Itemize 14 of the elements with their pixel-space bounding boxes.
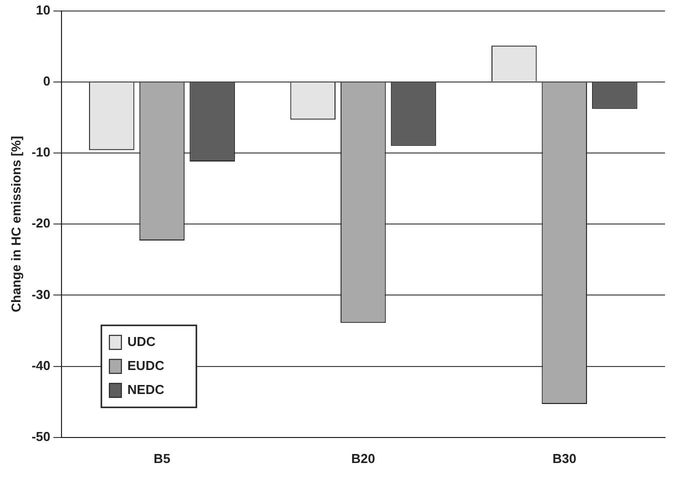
y-tick-label: -30	[32, 286, 50, 302]
x-tick-label: B5	[154, 450, 170, 466]
y-tick-label: -20	[32, 216, 50, 231]
y-tick-label: -40	[32, 358, 50, 373]
x-tick-label: B20	[351, 450, 376, 466]
legend-label: NEDC	[127, 382, 165, 397]
y-tick-label: 10	[36, 2, 50, 18]
y-tick-label: -10	[32, 144, 50, 160]
y-tick-label: -50	[32, 428, 50, 444]
y-tick-label: 0	[43, 73, 50, 88]
legend-label: EUDC	[127, 358, 165, 373]
legend-label: UDC	[127, 334, 156, 349]
y-axis-title: Change in HC emissions [%]	[8, 136, 24, 312]
x-tick-label: B30	[552, 450, 576, 466]
